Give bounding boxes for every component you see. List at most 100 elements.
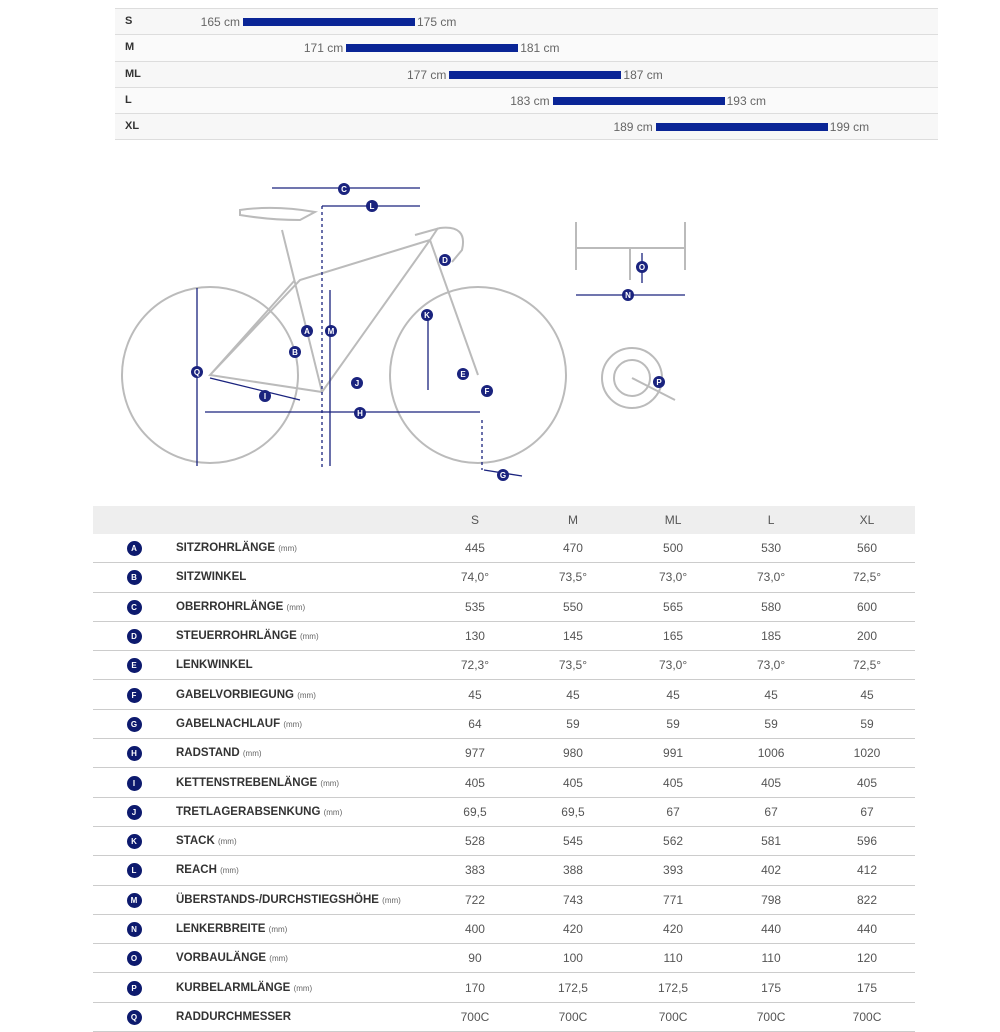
dimension-badge: H	[126, 746, 142, 762]
unit-label: (mm)	[382, 895, 401, 905]
measurement-value: 73,0°	[623, 562, 724, 593]
max-height-label: 193 cm	[726, 93, 766, 108]
svg-text:I: I	[264, 392, 266, 401]
dimension-badge: N	[126, 922, 142, 937]
svg-text:C: C	[341, 185, 347, 194]
svg-text:K: K	[424, 311, 430, 320]
measurement-value: 700C	[623, 1002, 724, 1032]
unit-label: (mm)	[283, 719, 302, 729]
measurement-label: ÜBERSTANDS-/DURCHSTIEGSHÖHE	[176, 893, 379, 906]
measurement-value: 1020	[819, 738, 915, 769]
measurement-value: 45	[819, 679, 915, 710]
measurement-value: 72,3°	[427, 650, 523, 681]
table-row: L REACH (mm) 383 388 393 402 412	[93, 855, 915, 886]
svg-text:L: L	[370, 202, 375, 211]
measurement-value: 393	[623, 855, 724, 886]
measurement-label: RADDURCHMESSER	[176, 1010, 292, 1023]
unit-label: (mm)	[297, 690, 316, 700]
min-height-label: 177 cm	[407, 67, 447, 82]
measurement-value: 64	[427, 709, 523, 740]
max-height-label: 199 cm	[829, 120, 870, 135]
measurement-value: 110	[623, 943, 724, 974]
measurement-label: SITZWINKEL	[176, 571, 247, 584]
measurement-label: LENKWINKEL	[176, 659, 253, 672]
dimension-badge-p: P	[653, 376, 665, 388]
table-row: Q RADDURCHMESSER 700C 700C 700C 700C 700C	[93, 1002, 915, 1032]
svg-text:G: G	[500, 471, 506, 480]
bike-frame	[121, 206, 686, 464]
size-row: XL 189 cm 199 cm	[115, 114, 938, 141]
dimension-badge-f: F	[481, 385, 493, 397]
measurement-value: 175	[819, 972, 915, 1003]
dimension-badge: G	[126, 716, 142, 732]
measurement-value: 100	[522, 943, 624, 974]
measurement-label: LENKERBREITE	[176, 923, 266, 935]
measurement-label: TRETLAGERABSENKUNG	[176, 805, 321, 818]
measurement-value: 722	[427, 885, 523, 915]
measurement-value: 185	[723, 621, 820, 652]
table-row: F GABELVORBIEGUNG (mm) 45 45 45 45 45	[93, 679, 915, 710]
dimension-badge-n: N	[622, 289, 634, 301]
size-row: L 183 cm 193 cm	[115, 87, 938, 115]
table-row: M ÜBERSTANDS-/DURCHSTIEGSHÖHE (mm) 722 743…	[93, 885, 915, 915]
unit-label: (mm)	[293, 983, 313, 993]
measurement-value: 73,0°	[723, 562, 820, 593]
height-range-bar	[449, 70, 622, 79]
measurement-value: 977	[427, 738, 523, 769]
unit-label: (mm)	[220, 866, 239, 876]
measurement-value: 45	[623, 679, 724, 710]
measurement-value: 700C	[723, 1002, 820, 1032]
dimension-badge: M	[126, 892, 142, 908]
measurement-value: 470	[522, 534, 624, 564]
measurement-value: 420	[623, 914, 724, 945]
size-label: S	[125, 15, 133, 27]
measurement-label: STEUERROHRLÄNGE	[176, 630, 297, 643]
measurement-value: 700C	[819, 1002, 915, 1032]
measurement-value: 700C	[427, 1002, 523, 1032]
size-column-header: S	[427, 506, 523, 534]
svg-text:J: J	[355, 379, 359, 388]
table-row: C OBERROHRLÄNGE (mm) 535 550 565 580 600	[93, 592, 915, 622]
measurement-value: 200	[819, 621, 915, 652]
measurement-label: GABELVORBIEGUNG	[176, 688, 294, 701]
unit-label: (mm)	[286, 602, 306, 612]
dimension-badge-j: J	[351, 377, 363, 389]
size-label: L	[125, 93, 132, 106]
table-row: E LENKWINKEL 72,3° 73,5° 73,0° 73,0° 72,5°	[93, 650, 915, 681]
dimension-badge-h: H	[354, 407, 366, 419]
measurement-value: 72,5°	[819, 562, 915, 593]
height-range-bar	[243, 18, 415, 26]
dimension-badge-g: G	[497, 469, 509, 481]
measurement-value: 991	[623, 738, 724, 769]
svg-text:M: M	[328, 327, 335, 336]
measurement-value: 59	[623, 709, 724, 740]
measurement-value: 59	[522, 709, 624, 740]
measurement-value: 822	[819, 885, 915, 915]
measurement-value: 565	[623, 592, 724, 622]
dimension-badge-m: M	[325, 325, 337, 337]
height-range-bar	[655, 123, 828, 132]
size-label: M	[125, 41, 135, 54]
table-row: P KURBELARMLÄNGE (mm) 170 172,5 172,5 175 175	[93, 972, 915, 1003]
svg-text:B: B	[292, 348, 298, 357]
measurement-value: 170	[427, 972, 523, 1003]
measurement-value: 90	[427, 943, 523, 974]
dimension-badge: O	[126, 951, 142, 967]
dimension-badge-a: A	[301, 325, 313, 337]
table-row: D STEUERROHRLÄNGE (mm) 130 145 165 185 200	[93, 621, 915, 652]
measurement-value: 560	[819, 534, 915, 564]
table-row: G GABELNACHLAUF (mm) 64 59 59 59 59	[93, 709, 915, 740]
max-height-label: 181 cm	[520, 41, 560, 56]
dimension-badge: Q	[126, 1009, 142, 1025]
size-row: S 165 cm 175 cm	[115, 8, 938, 36]
measurement-value: 530	[723, 534, 820, 564]
dimension-badge-e: E	[457, 368, 469, 380]
dimension-badge: I	[126, 775, 142, 791]
measurement-label: REACH	[176, 864, 217, 877]
measurement-value: 500	[623, 534, 724, 564]
measurement-value: 45	[723, 679, 820, 710]
measurement-value: 72,5°	[819, 650, 915, 681]
svg-text:F: F	[485, 387, 490, 396]
size-label: XL	[125, 120, 140, 133]
measurement-value: 1006	[723, 738, 820, 769]
